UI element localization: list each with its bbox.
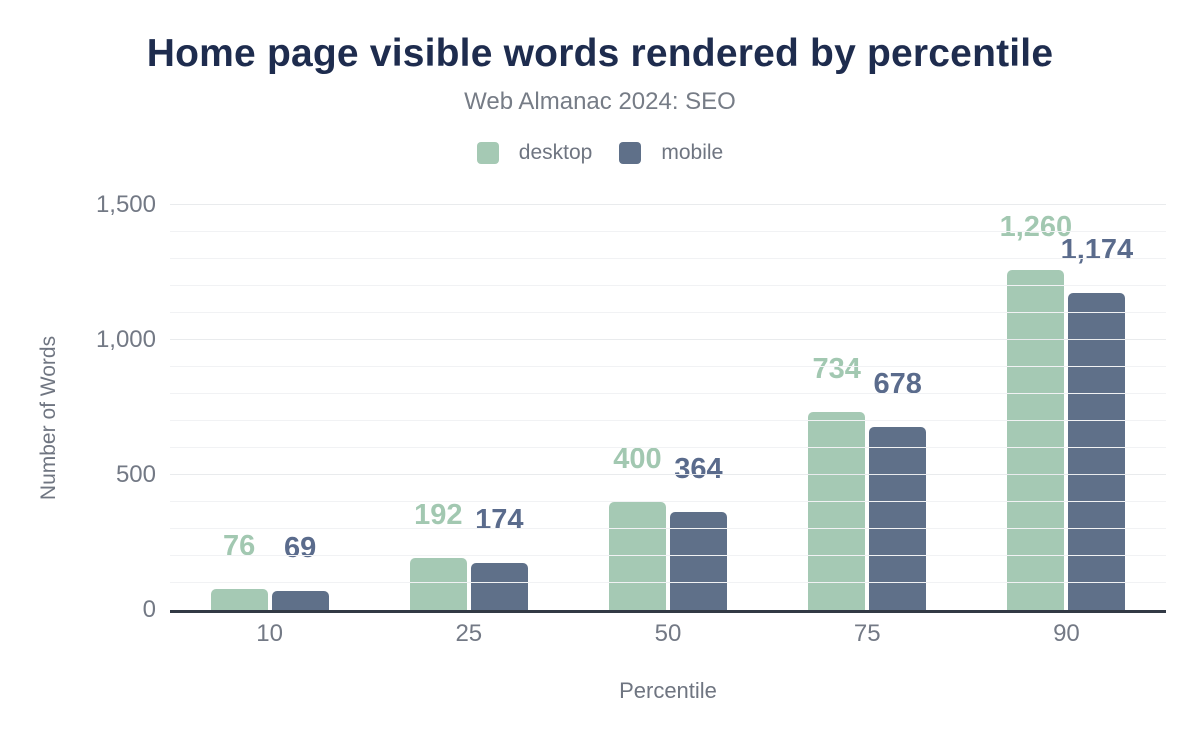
chart-subtitle: Web Almanac 2024: SEO xyxy=(464,88,736,115)
gridline xyxy=(170,339,1166,341)
bar-groups: 76 69 192 174 400 364 734 678 1,260 1,174 xyxy=(170,205,1166,610)
mobile-value-label: 174 xyxy=(475,504,524,537)
legend-item-desktop[interactable]: desktop xyxy=(476,141,593,165)
mobile-bar-p75[interactable]: 678 xyxy=(869,369,927,610)
legend: desktop mobile xyxy=(0,141,1200,165)
x-tick-label: 75 xyxy=(853,620,881,647)
mobile-value-label: 1,174 xyxy=(1060,234,1134,267)
bar-group-p25: 192 174 xyxy=(369,205,568,610)
bar-group-p10: 76 69 xyxy=(170,205,369,610)
legend-item-mobile[interactable]: mobile xyxy=(619,141,723,165)
y-tick-label: 0 xyxy=(142,596,156,623)
mobile-value-label: 678 xyxy=(873,367,922,400)
desktop-bar-p10[interactable]: 76 xyxy=(210,532,268,610)
x-tick-label: 25 xyxy=(455,620,483,647)
gridline xyxy=(170,366,1166,367)
desktop-bar-p50[interactable]: 400 xyxy=(609,445,666,610)
x-tick-label: 10 xyxy=(256,620,283,647)
desktop-bar-p75[interactable]: 734 xyxy=(808,354,866,610)
desktop-value-label: 734 xyxy=(812,352,861,385)
legend-label-mobile: mobile xyxy=(661,141,724,164)
y-tick-label: 1,000 xyxy=(95,326,156,354)
plot-area: 76 69 192 174 400 364 734 678 1,260 1,174 0 500 1,0… xyxy=(96,191,1166,623)
y-axis-title: Number of Words xyxy=(37,335,60,501)
gridline xyxy=(170,258,1166,259)
mobile-swatch-icon xyxy=(619,142,642,164)
desktop-value-label: 76 xyxy=(222,530,256,563)
mobile-bar-p90[interactable]: 1,174 xyxy=(1061,236,1133,610)
gridline xyxy=(170,231,1166,232)
mobile-bar-p10[interactable]: 69 xyxy=(271,534,329,610)
x-axis-ticks: 10 25 50 75 90 xyxy=(170,620,1166,648)
gridline xyxy=(170,528,1166,529)
gridline xyxy=(170,447,1166,448)
gridline xyxy=(170,204,1166,205)
gridline xyxy=(170,501,1166,502)
bar-group-p50: 400 364 xyxy=(568,205,767,610)
desktop-bar-p90[interactable]: 1,260 xyxy=(1000,212,1072,610)
gridline xyxy=(170,474,1166,476)
x-tick-label: 50 xyxy=(654,620,682,647)
desktop-value-label: 400 xyxy=(613,443,662,475)
desktop-bar-p25[interactable]: 192 xyxy=(409,501,467,610)
mobile-value-label: 364 xyxy=(674,452,723,485)
x-tick-label: 90 xyxy=(1053,620,1080,647)
mobile-value-label: 69 xyxy=(283,532,317,565)
gridline xyxy=(170,582,1166,583)
legend-label-desktop: desktop xyxy=(518,141,593,164)
y-tick-label: 1,500 xyxy=(95,191,156,218)
gridline xyxy=(170,393,1166,394)
y-tick-label: 500 xyxy=(115,461,156,489)
gridline xyxy=(170,312,1166,313)
gridline xyxy=(170,555,1166,556)
bar-group-p75: 734 678 xyxy=(768,205,967,610)
desktop-value-label: 1,260 xyxy=(999,210,1073,243)
x-axis-title: Percentile xyxy=(619,678,717,703)
chart-title: Home page visible words rendered by perc… xyxy=(146,32,1054,75)
desktop-value-label: 192 xyxy=(414,499,463,532)
gridline xyxy=(170,285,1166,286)
mobile-bar-p25[interactable]: 174 xyxy=(470,506,528,610)
bar-group-p90: 1,260 1,174 xyxy=(967,205,1166,610)
mobile-bar-p50[interactable]: 364 xyxy=(670,454,727,610)
gridline xyxy=(170,420,1166,421)
desktop-swatch-icon xyxy=(476,142,499,164)
